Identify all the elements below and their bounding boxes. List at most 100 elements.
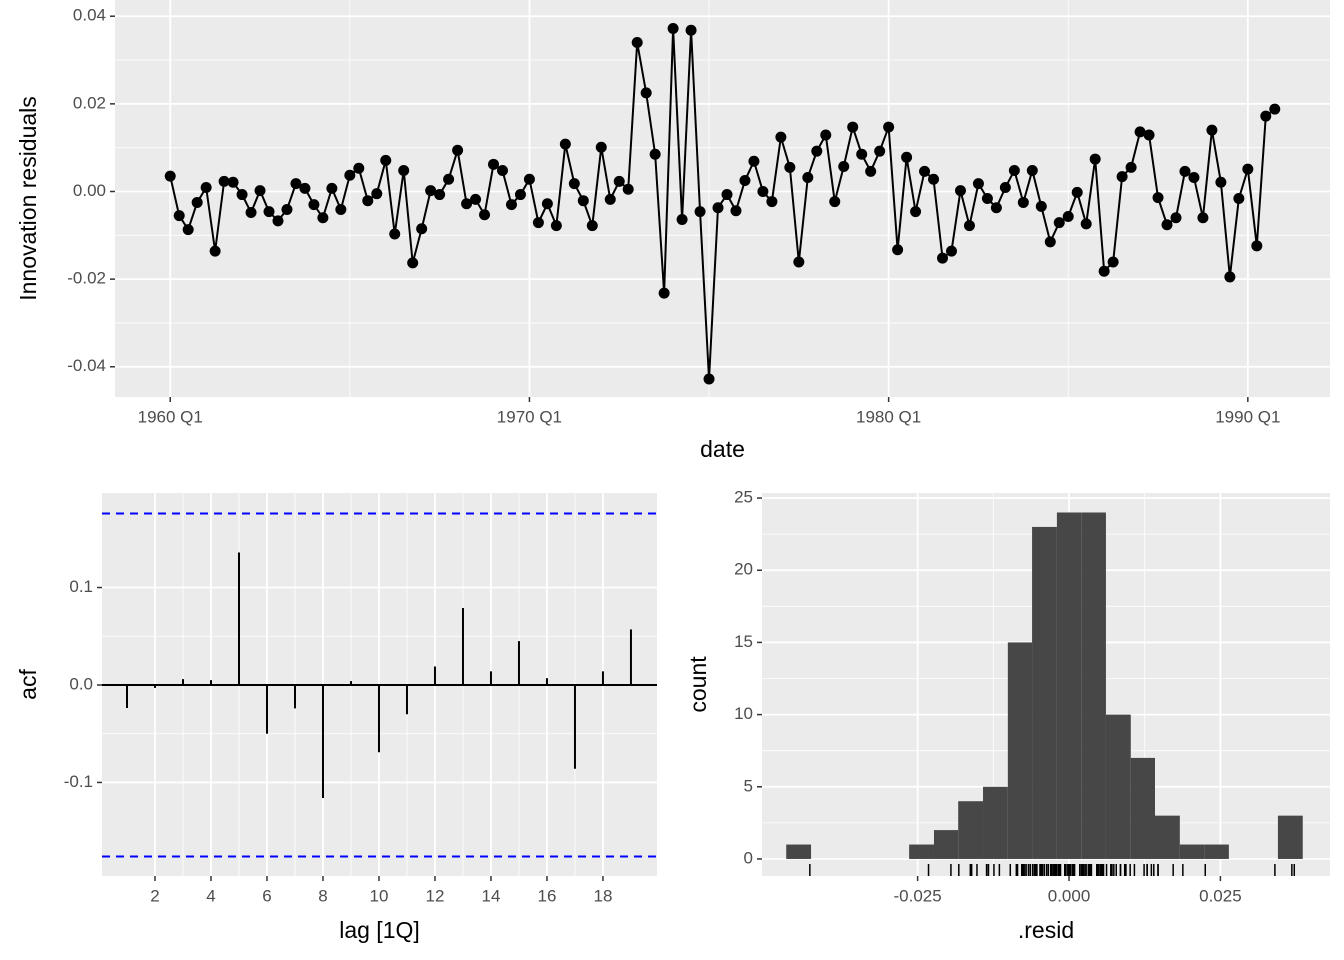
residual-point <box>1116 171 1128 183</box>
residual-point <box>1224 271 1236 283</box>
histogram-bar <box>1277 815 1303 859</box>
residual-point <box>218 175 230 187</box>
residual-point <box>586 220 598 232</box>
residual-point <box>820 129 832 141</box>
residual-point <box>281 203 293 215</box>
residual-point <box>568 178 580 190</box>
residual-point <box>811 145 823 157</box>
y-tick-label: 20 <box>734 560 753 579</box>
x-tick-label: 16 <box>538 886 557 905</box>
y-axis-title: count <box>685 656 711 713</box>
residual-point <box>945 245 957 257</box>
x-tick-label: 14 <box>482 886 501 905</box>
x-tick-label: 1980 Q1 <box>856 407 921 426</box>
residual-point <box>245 207 257 219</box>
x-tick-label: 6 <box>262 886 271 905</box>
residual-point <box>209 245 221 257</box>
residual-point <box>1080 218 1092 230</box>
x-axis-title: lag [1Q] <box>339 917 420 943</box>
residual-point <box>1188 171 1200 183</box>
residual-point <box>874 145 886 157</box>
residual-point <box>326 182 338 194</box>
y-tick-label: 0.04 <box>73 6 106 25</box>
residual-point <box>470 193 482 205</box>
histogram-bar <box>1007 642 1033 859</box>
y-tick-label: 0.00 <box>73 181 106 200</box>
residual-point <box>1215 176 1227 188</box>
residual-point <box>712 202 724 214</box>
histogram-bar <box>1032 526 1057 859</box>
residual-point <box>640 87 652 99</box>
y-axis-title: Innovation residuals <box>15 96 41 301</box>
residual-point <box>1197 212 1209 224</box>
residual-point <box>479 209 491 221</box>
residual-point <box>1089 153 1101 165</box>
residual-point <box>766 196 778 208</box>
residual-point <box>667 22 679 34</box>
residual-point <box>865 165 877 177</box>
residual-point <box>622 183 634 195</box>
residual-point <box>1071 186 1083 198</box>
residual-point <box>1044 236 1056 248</box>
residual-point <box>505 199 517 211</box>
histogram-bar <box>933 830 959 859</box>
residual-point <box>730 205 742 217</box>
residual-point <box>963 220 975 232</box>
residual-point <box>685 24 697 36</box>
residual-point <box>541 198 553 210</box>
x-tick-label: 8 <box>318 886 327 905</box>
residual-point <box>173 210 185 222</box>
residual-point <box>1053 217 1065 229</box>
x-axis-title: .resid <box>1018 917 1074 943</box>
residual-point <box>1233 193 1245 204</box>
residual-point <box>1134 126 1146 138</box>
residual-point <box>389 228 401 240</box>
residual-point <box>981 193 993 204</box>
residual-point <box>1179 165 1191 177</box>
histogram-bar <box>1154 815 1180 859</box>
y-tick-label: 25 <box>734 488 753 507</box>
residual-point <box>1269 103 1281 115</box>
residual-point <box>425 185 437 197</box>
residual-point <box>748 155 760 167</box>
residual-point <box>514 189 526 201</box>
residual-point <box>721 189 733 201</box>
residual-point <box>739 175 751 187</box>
y-tick-label: -0.1 <box>64 772 93 791</box>
histogram-bar <box>1204 844 1229 859</box>
residual-point <box>1008 164 1020 176</box>
residual-point <box>308 199 320 211</box>
residual-point <box>892 244 904 256</box>
residual-point <box>757 185 769 197</box>
residual-point <box>676 214 688 226</box>
residual-point <box>299 182 311 194</box>
residual-point <box>883 121 895 133</box>
residual-point <box>407 257 419 269</box>
residual-point <box>595 141 607 153</box>
residual-point <box>954 185 966 197</box>
histogram-bar <box>1081 512 1106 859</box>
residual-point <box>1206 124 1218 136</box>
residual-point <box>937 252 949 264</box>
x-tick-label: 10 <box>370 886 389 905</box>
residual-point <box>793 256 805 268</box>
residual-point <box>344 169 356 181</box>
residual-point <box>362 195 374 207</box>
residual-point <box>182 224 194 236</box>
residual-point <box>901 151 913 163</box>
histogram-bar <box>1056 512 1082 859</box>
residual-point <box>1035 200 1047 212</box>
y-tick-label: -0.04 <box>67 356 106 375</box>
y-tick-label: 5 <box>744 776 753 795</box>
residual-point <box>1017 196 1029 208</box>
residual-point <box>1260 110 1272 122</box>
residual-point <box>317 212 329 224</box>
y-tick-label: 15 <box>734 632 753 651</box>
residual-point <box>416 223 428 235</box>
residual-point <box>694 206 706 218</box>
residual-point <box>910 206 922 218</box>
y-tick-label: 0.1 <box>69 577 93 596</box>
residual-point <box>443 173 455 185</box>
residual-point <box>775 131 787 143</box>
y-tick-label: 0.0 <box>69 674 93 693</box>
